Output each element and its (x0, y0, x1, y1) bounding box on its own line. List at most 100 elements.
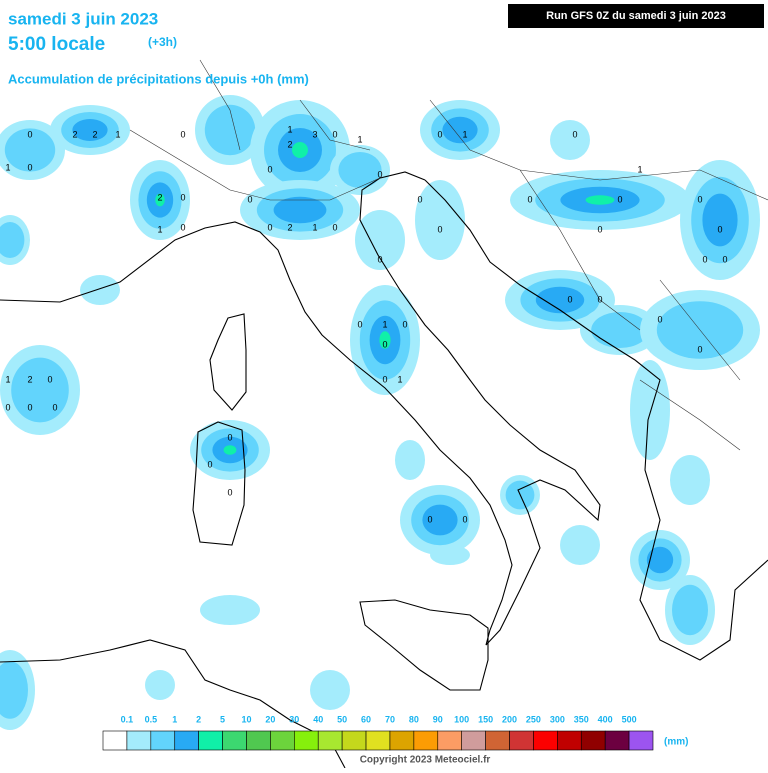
map-value: 1 (157, 224, 162, 234)
precip-area (670, 455, 710, 505)
balkan-coast (424, 179, 768, 661)
legend-swatch (174, 730, 199, 751)
run-box (508, 4, 764, 28)
precip-area (646, 546, 674, 574)
precip-area (204, 104, 256, 156)
map-value: 0 (332, 129, 337, 139)
legend-swatch (628, 730, 654, 751)
italy-coast (0, 171, 601, 646)
legend: 0.1 0.5 1 2 5 10 20 30 40 50 60 70 80 90 100 150 200 250 3… (102, 714, 654, 751)
subtitle: Accumulation de précipitations depuis +0… (8, 71, 309, 86)
legend-label: 500 (622, 714, 637, 724)
precip-area (338, 152, 382, 188)
map-value: 0 (382, 374, 387, 384)
precip-area (0, 661, 28, 719)
legend-label: 300 (550, 714, 565, 724)
borders (129, 59, 768, 451)
precip-area (430, 545, 470, 565)
legend-label: 70 (385, 714, 395, 724)
legend-label: 1 (172, 714, 177, 724)
precip-area (442, 116, 478, 144)
legend-label: 80 (409, 714, 419, 724)
precip-area (292, 142, 308, 158)
legend-swatch (604, 730, 630, 751)
precip-area (4, 128, 56, 172)
precip-area (560, 525, 600, 565)
map-value: 1 (287, 124, 292, 134)
legend-label: 350 (574, 714, 589, 724)
coastlines (0, 59, 768, 769)
precip-area (200, 595, 260, 625)
map-value: 2 (287, 139, 292, 149)
precip-area (355, 210, 405, 270)
precip-area (630, 360, 670, 460)
legend-swatch (270, 730, 295, 751)
legend-swatch (102, 730, 128, 751)
sardinia (192, 421, 246, 546)
legend-label: 400 (598, 714, 613, 724)
map-value: 0 (597, 224, 602, 234)
map-value: 0 (572, 129, 577, 139)
precip-area (0, 222, 25, 258)
precip-layer (0, 95, 760, 730)
map-value: 0 (617, 194, 622, 204)
legend-swatch (580, 730, 606, 751)
legend-label: 200 (502, 714, 517, 724)
map-value: 0 (227, 487, 232, 497)
africa-coast (0, 639, 346, 769)
legend-swatch (150, 730, 176, 751)
map-value: 0 (697, 194, 702, 204)
precip-area (80, 275, 120, 305)
map-value: 1 (115, 129, 120, 139)
map-value: 0 (462, 514, 467, 524)
map-value: 0 (267, 164, 272, 174)
map-value: 1 (637, 164, 642, 174)
map-value: 0 (47, 374, 52, 384)
legend-swatch (222, 730, 247, 751)
corsica (209, 313, 247, 411)
legend-label: 10 (241, 714, 251, 724)
precip-area (145, 670, 175, 700)
map-value: 0 (702, 254, 707, 264)
legend-swatch (317, 730, 343, 751)
precip-area (550, 120, 590, 160)
map-value: 0 (377, 169, 382, 179)
legend-label: 90 (433, 714, 443, 724)
precip-area (415, 180, 465, 260)
map-value: 2 (92, 129, 97, 139)
legend-swatch (437, 730, 462, 751)
legend-swatch (413, 730, 439, 751)
legend-label: 5 (220, 714, 225, 724)
map-value: 0 (437, 129, 442, 139)
map-value: 0 (697, 344, 702, 354)
precip-area (379, 331, 391, 349)
map-value: 2 (27, 374, 32, 384)
map-value: 0 (27, 402, 32, 412)
legend-swatch (126, 730, 152, 751)
offset: (+3h) (148, 35, 177, 49)
legend-swatch (557, 730, 582, 751)
map-value: 0 (657, 314, 662, 324)
precip-area (273, 196, 327, 224)
map-value: 0 (527, 194, 532, 204)
map-value: 2 (287, 222, 292, 232)
legend-label: 100 (454, 714, 469, 724)
legend-unit: (mm) (664, 737, 688, 748)
legend-swatch (485, 730, 510, 751)
map-value: 0 (357, 319, 362, 329)
map-value: 0 (52, 402, 57, 412)
map-value: 0 (377, 254, 382, 264)
map-value: 0 (567, 294, 572, 304)
legend-label: 0.5 (145, 714, 158, 724)
map-value: 0 (180, 222, 185, 232)
precip-area (310, 670, 350, 710)
map-value: 2 (72, 129, 77, 139)
map-value: 0 (27, 129, 32, 139)
map-value: 1 (462, 129, 467, 139)
legend-label: 2 (196, 714, 201, 724)
map-value: 0 (382, 339, 387, 349)
legend-label: 150 (478, 714, 493, 724)
precip-area (72, 119, 108, 141)
